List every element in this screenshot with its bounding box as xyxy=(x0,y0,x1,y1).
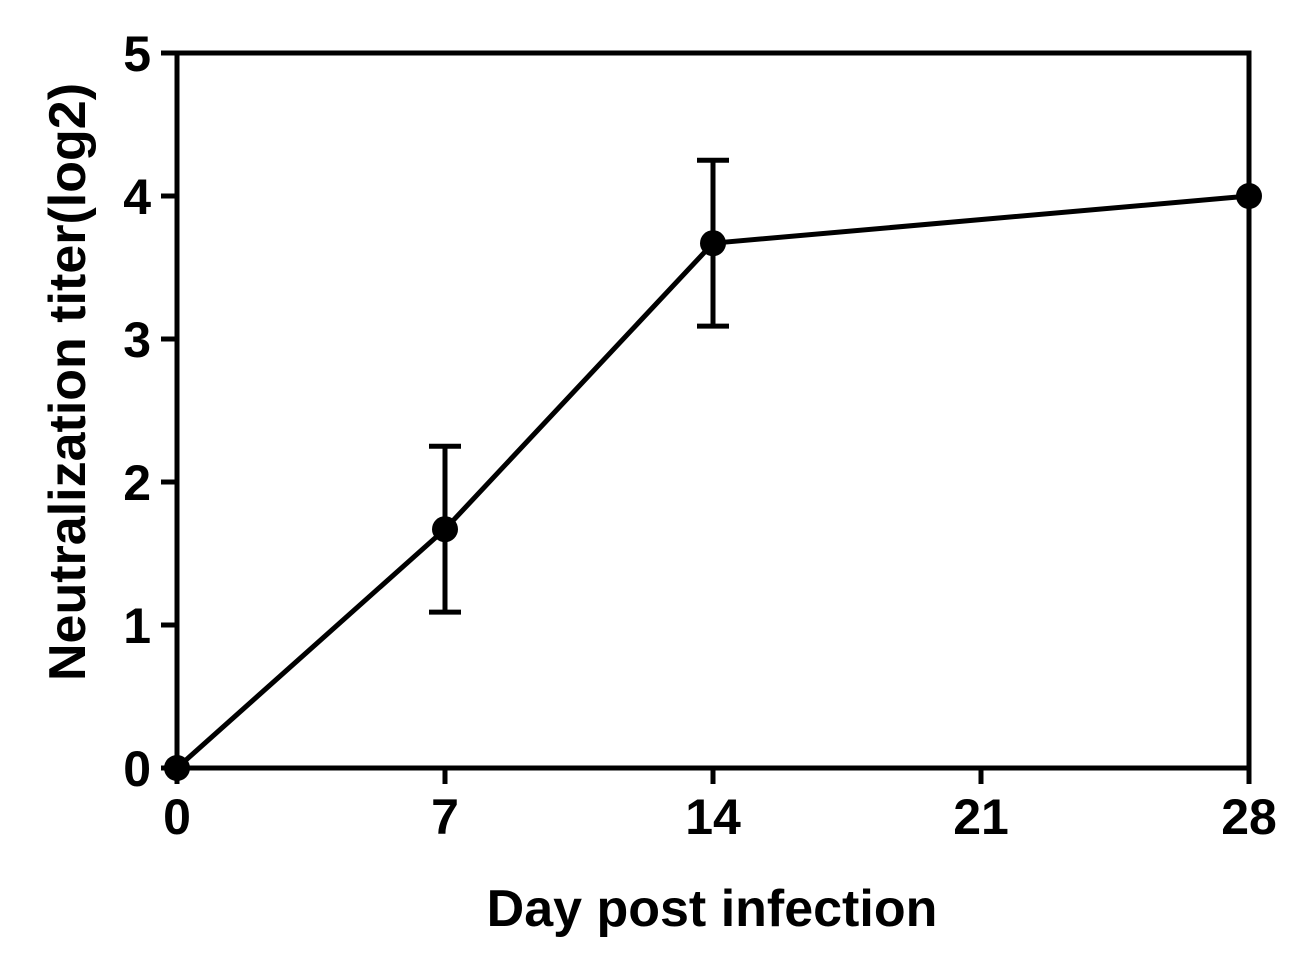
y-tick-label-5: 5 xyxy=(123,26,151,82)
ticks: 0 1 2 3 4 5 0 7 14 21 28 xyxy=(123,26,1277,845)
data-point-day-28 xyxy=(1236,183,1262,209)
y-tick-label-4: 4 xyxy=(123,169,151,225)
data-point-day-14 xyxy=(700,230,726,257)
x-tick-label-14: 14 xyxy=(685,789,741,845)
y-tick-label-3: 3 xyxy=(123,312,151,368)
x-tick-label-0: 0 xyxy=(163,789,191,845)
series-lines xyxy=(175,193,1250,770)
y-tick-label-2: 2 xyxy=(123,455,151,511)
data-point-day-7 xyxy=(432,516,458,543)
data-point-day-0 xyxy=(164,755,190,781)
y-tick-label-1: 1 xyxy=(123,598,151,654)
y-axis-title: Neutralization titer(log2) xyxy=(39,83,97,681)
x-tick-label-7: 7 xyxy=(431,789,459,845)
series-line xyxy=(175,193,1250,770)
x-tick-label-28: 28 xyxy=(1221,789,1277,845)
data-points xyxy=(164,183,1262,781)
x-axis-title: Day post infection xyxy=(487,880,938,938)
y-tick-label-0: 0 xyxy=(123,741,151,797)
x-tick-label-21: 21 xyxy=(953,789,1009,845)
